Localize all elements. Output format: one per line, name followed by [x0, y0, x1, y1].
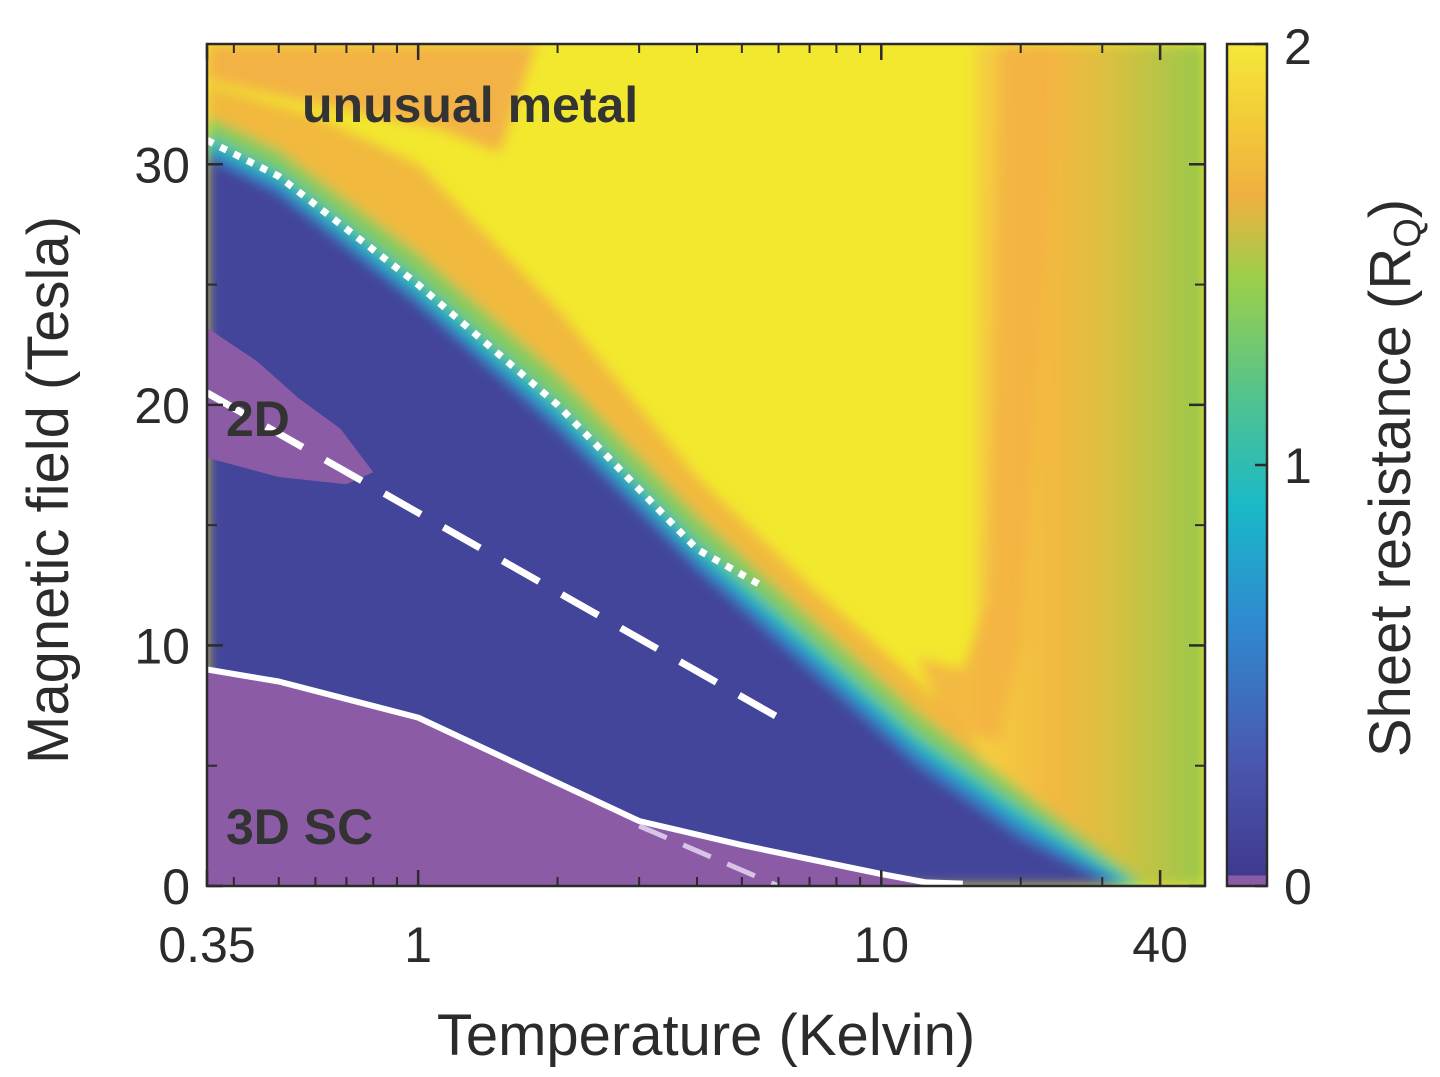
region-label-3d-sc: 3D SC [226, 799, 373, 855]
region-2d [207, 327, 374, 485]
y-axis-label: Magnetic field (Tesla) [16, 216, 81, 764]
colorbar-ticks: 0 1 2 [1255, 19, 1312, 915]
colorbar: 0 1 2 Sheet resistance (RQ) [1225, 19, 1429, 915]
plot-area [207, 44, 1205, 886]
colorbar-unit: R [1358, 248, 1423, 290]
y-axis-ticks: 0 10 20 30 [134, 43, 1205, 915]
region-3d-sc [207, 669, 963, 886]
boundary-3d-sc-boundary [207, 666, 963, 886]
x-tick-label: 10 [853, 917, 909, 973]
plot-frame [205, 42, 1207, 888]
colorbar-label-paren-close: ) [1358, 199, 1423, 218]
contour-band-0.15 [207, 157, 1116, 886]
colorbar-tick-label: 2 [1284, 19, 1312, 75]
colorbar-label-text: Sheet resistance [1358, 325, 1423, 757]
region-label-2d: 2D [226, 391, 290, 447]
colorbar-tick-label: 0 [1284, 859, 1312, 915]
phase-regions [207, 327, 963, 886]
colorbar-tick-label: 1 [1284, 438, 1312, 494]
contour-band-orange-ridge [918, 44, 1058, 742]
x-axis-label: Temperature (Kelvin) [437, 1003, 975, 1068]
colorbar-label-paren-open: ( [1358, 290, 1423, 325]
x-axis-ticks: 0.35 1 10 40 [158, 44, 1188, 973]
x-tick-label: 40 [1132, 917, 1188, 973]
boundary-3d-sc-extension [638, 823, 780, 886]
y-tick-label: 0 [162, 859, 190, 915]
y-tick-label: 10 [134, 618, 190, 674]
y-tick-label: 30 [134, 137, 190, 193]
contour-band-top-orange [207, 44, 537, 153]
phase-boundaries [207, 137, 963, 886]
x-tick-label: 0.35 [158, 917, 255, 973]
colorbar-unit-subscript: Q [1387, 218, 1429, 248]
region-label-unusual-metal: unusual metal [302, 77, 638, 133]
y-tick-label: 20 [134, 378, 190, 434]
boundary-metal-boundary [207, 137, 763, 589]
x-tick-label: 1 [404, 917, 432, 973]
colorbar-label: Sheet resistance (RQ) [1358, 199, 1429, 757]
boundary-2d-boundary [207, 389, 781, 721]
